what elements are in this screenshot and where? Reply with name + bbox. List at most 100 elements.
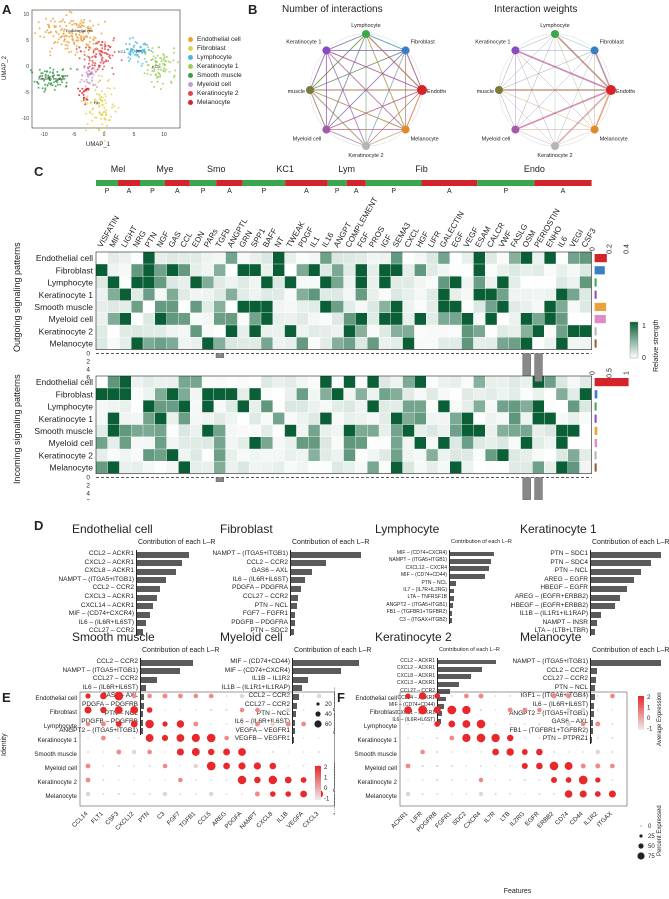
expression-dot — [102, 792, 105, 796]
heatmap-cell — [155, 449, 167, 461]
heatmap-cell — [343, 276, 356, 289]
umap-point — [88, 40, 91, 43]
network-edge — [515, 49, 612, 91]
heatmap-cell — [379, 313, 391, 325]
umap-point — [94, 69, 97, 72]
expression-dot — [210, 708, 213, 712]
group-bar-p — [139, 180, 165, 186]
heatmap-cell — [367, 449, 379, 461]
heatmap-cell — [202, 412, 214, 425]
umap-point — [100, 32, 103, 35]
heatmap-cell — [225, 388, 238, 400]
network-node — [362, 30, 370, 38]
heatmap-cell — [273, 400, 285, 413]
heatmap-cell — [461, 376, 474, 388]
umap-point — [94, 37, 97, 40]
panel-letter-e: E — [2, 690, 11, 705]
row-total-bar — [594, 426, 598, 435]
lr-pair-label: ANGPT2 – (ITGA5+ITGB1) — [509, 709, 588, 717]
heatmap-cell — [532, 376, 544, 388]
heatmap-cell — [225, 300, 238, 313]
heatmap-cell — [450, 437, 462, 449]
legend-label: Melanocyte — [197, 99, 231, 106]
umap-point — [78, 57, 81, 60]
heatmap-cell — [355, 400, 367, 413]
heatmap-cell — [509, 449, 521, 461]
heatmap-cell — [414, 461, 426, 474]
umap-point — [52, 68, 55, 71]
heatmap-cell — [497, 300, 509, 313]
heatmap-cell — [96, 461, 108, 474]
umap-point — [68, 22, 71, 24]
umap-point — [152, 55, 155, 58]
umap-point — [174, 69, 177, 72]
umap-point — [104, 99, 106, 102]
dotplot-xlabel: Features — [504, 888, 532, 895]
expression-dot — [509, 694, 512, 698]
umap-point — [49, 54, 52, 57]
umap-legend-item: Lymphocyte — [188, 54, 232, 61]
expression-dot — [608, 790, 616, 798]
expression-dot — [145, 734, 154, 742]
expression-dot — [610, 763, 615, 769]
umap-point — [170, 80, 172, 83]
heatmap-cell — [237, 300, 249, 313]
contribution-bar — [293, 693, 299, 700]
umap-point — [54, 85, 57, 88]
expression-dot — [130, 720, 138, 728]
heatmap-cell — [225, 325, 238, 337]
group-bar-a — [117, 180, 140, 186]
heatmap-cell — [485, 325, 497, 337]
heatmap-cell — [355, 276, 367, 289]
heatmap-cell — [579, 300, 592, 313]
heatmap-cell — [249, 288, 261, 301]
heatmap-cell — [308, 412, 320, 425]
heatmap-cell — [284, 313, 297, 325]
heatmap-cell — [190, 400, 202, 413]
umap-point — [38, 27, 41, 30]
expression-dot — [549, 761, 559, 771]
heatmap-cell — [402, 325, 415, 337]
heatmap-cell — [190, 252, 202, 264]
heatmap-row-label: Melanocyte — [50, 463, 94, 473]
umap-point — [156, 64, 159, 67]
heatmap-cell — [96, 424, 108, 437]
network-node — [322, 46, 331, 55]
lr-pair-label: HBEGF – (EGFR+ERBB2) — [510, 601, 588, 609]
umap-point — [72, 41, 75, 44]
network-node — [511, 125, 520, 134]
heatmap-cell — [284, 264, 297, 276]
heatmap-cell — [320, 424, 332, 437]
umap-point — [101, 123, 104, 126]
heatmap-cell — [320, 461, 332, 474]
heatmap-cell — [166, 300, 179, 313]
umap-point — [38, 75, 41, 78]
network-edge — [515, 49, 612, 91]
heatmap-cell — [367, 300, 379, 313]
heatmap-cell — [284, 412, 297, 425]
heatmap-cell — [509, 424, 521, 437]
heatmap-cell — [402, 424, 415, 437]
heatmap-cell — [143, 288, 155, 301]
expression-dot — [509, 779, 512, 781]
umap-point — [49, 50, 52, 53]
umap-point — [75, 39, 78, 42]
umap-point — [157, 71, 160, 74]
group-a-label: A — [354, 188, 359, 195]
heatmap-cell — [579, 313, 592, 325]
umap-point — [46, 84, 49, 87]
expression-dot — [302, 695, 305, 697]
contribution-title: Smooth muscle — [72, 630, 155, 644]
heatmap-cell — [273, 437, 285, 449]
umap-point — [80, 100, 83, 103]
expression-dot — [176, 734, 185, 742]
heatmap-cell — [473, 388, 485, 400]
umap-point — [102, 111, 105, 114]
heatmap-cell — [402, 388, 415, 400]
feature-label: CD74 — [554, 810, 571, 827]
umap-point — [87, 29, 90, 32]
heatmap-cell — [190, 313, 202, 325]
umap-point — [103, 106, 106, 109]
umap-point — [72, 19, 75, 22]
umap-point — [62, 68, 65, 71]
